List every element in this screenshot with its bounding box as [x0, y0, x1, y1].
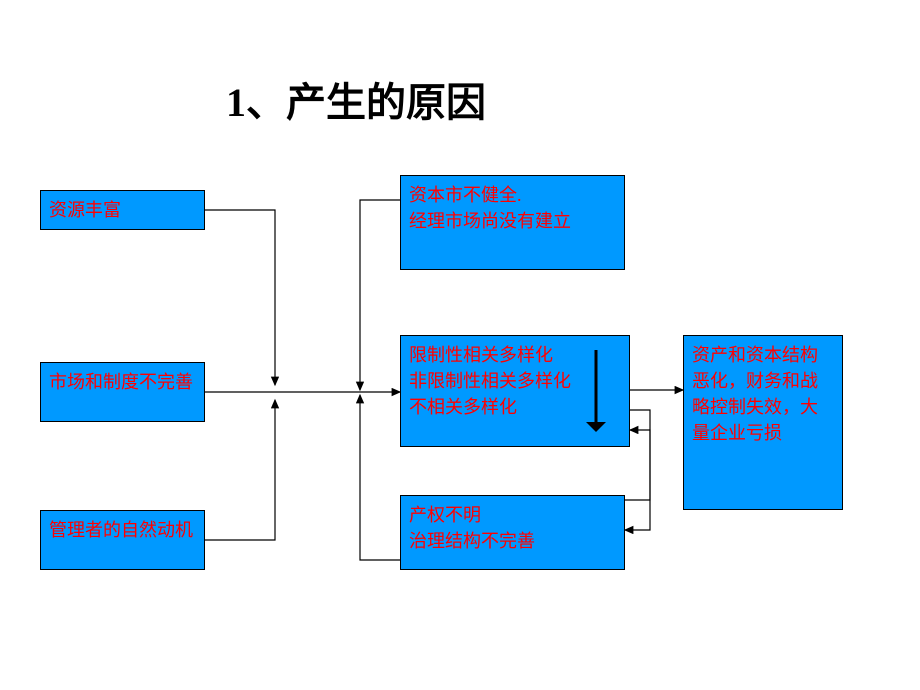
connector-b3-to-merge [205, 400, 275, 540]
node-text-line: 资本市不健全. [409, 182, 616, 208]
node-market-imperfect: 市场和制度不完善 [40, 362, 205, 422]
connector-b6-to-merge [360, 395, 400, 560]
node-text-line: 产权不明 [409, 502, 616, 528]
node-diversification-types: 限制性相关多样化非限制性相关多样化不相关多样化 [400, 335, 630, 447]
node-text-line: 资源丰富 [49, 197, 196, 223]
node-text-line: 市场和制度不完善 [49, 369, 196, 395]
connector-b1-to-merge [205, 210, 275, 385]
node-capital-market: 资本市不健全.经理市场尚没有建立 [400, 175, 625, 270]
node-text-line: 不相关多样化 [409, 394, 621, 420]
node-text-line: 限制性相关多样化 [409, 342, 621, 368]
node-resources-rich: 资源丰富 [40, 190, 205, 230]
node-text-line: 经理市场尚没有建立 [409, 208, 616, 234]
connector-b4-to-merge [360, 200, 400, 390]
node-property-governance: 产权不明治理结构不完善 [400, 495, 625, 570]
node-text-line: 管理者的自然动机 [49, 517, 196, 543]
node-text-line: 非限制性相关多样化 [409, 368, 621, 394]
node-manager-motivation: 管理者的自然动机 [40, 510, 205, 570]
node-outcome-losses: 资产和资本结构恶化，财务和战略控制失效，大量企业亏损 [683, 335, 843, 510]
page-title: 1、产生的原因 [226, 70, 486, 128]
node-text-line: 治理结构不完善 [409, 528, 616, 554]
node-text-line: 资产和资本结构恶化，财务和战略控制失效，大量企业亏损 [692, 342, 834, 446]
diagram-stage: 1、产生的原因 资源丰富 市场和制度不完善 管理者的自然动机 资本市不健全.经理… [0, 0, 920, 690]
